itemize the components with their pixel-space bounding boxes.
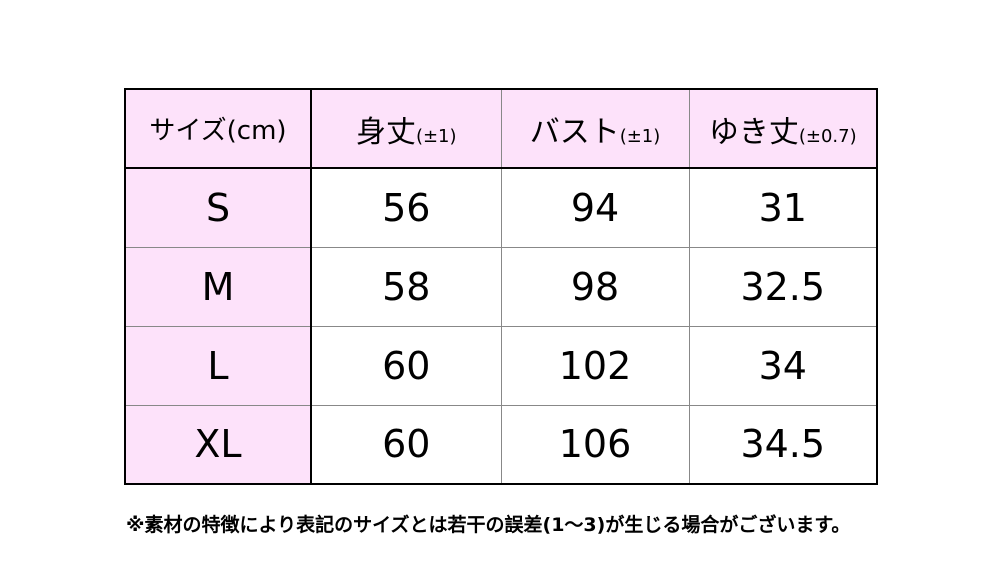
header-row: サイズ(cm) 身丈(±1) バスト(±1) ゆき丈(±0.7)	[124, 88, 878, 169]
header-length: 身丈(±1)	[310, 88, 502, 169]
value-cell: 94	[500, 167, 690, 248]
size-cell: M	[124, 246, 312, 327]
header-label: 身丈	[355, 114, 416, 150]
size-cell: XL	[124, 404, 312, 485]
size-cell: S	[124, 167, 312, 248]
value-cell: 31	[688, 167, 878, 248]
disclaimer-note: ※素材の特徴により表記のサイズとは若干の誤差(1～3)が生じる場合がございます。	[126, 514, 851, 536]
table-row: M 58 98 32.5	[124, 246, 878, 327]
header-tolerance: (±0.7)	[798, 125, 857, 147]
header-sleeve: ゆき丈(±0.7)	[688, 88, 878, 169]
header-tolerance: (±1)	[415, 125, 457, 147]
table-row: XL 60 106 34.5	[124, 404, 878, 485]
header-tolerance: (±1)	[619, 125, 661, 147]
size-chart-table: サイズ(cm) 身丈(±1) バスト(±1) ゆき丈(±0.7) S 56 94…	[124, 88, 878, 485]
value-cell: 32.5	[688, 246, 878, 327]
value-cell: 34.5	[688, 404, 878, 485]
value-cell: 60	[310, 404, 502, 485]
header-label: バスト	[529, 114, 620, 150]
table-row: L 60 102 34	[124, 325, 878, 406]
header-size: サイズ(cm)	[124, 88, 312, 169]
value-cell: 102	[500, 325, 690, 406]
value-cell: 60	[310, 325, 502, 406]
value-cell: 58	[310, 246, 502, 327]
header-bust: バスト(±1)	[500, 88, 690, 169]
size-cell: L	[124, 325, 312, 406]
value-cell: 34	[688, 325, 878, 406]
header-size-label: サイズ(cm)	[149, 116, 287, 146]
header-label: ゆき丈	[708, 114, 799, 150]
value-cell: 106	[500, 404, 690, 485]
table-row: S 56 94 31	[124, 167, 878, 248]
value-cell: 56	[310, 167, 502, 248]
value-cell: 98	[500, 246, 690, 327]
